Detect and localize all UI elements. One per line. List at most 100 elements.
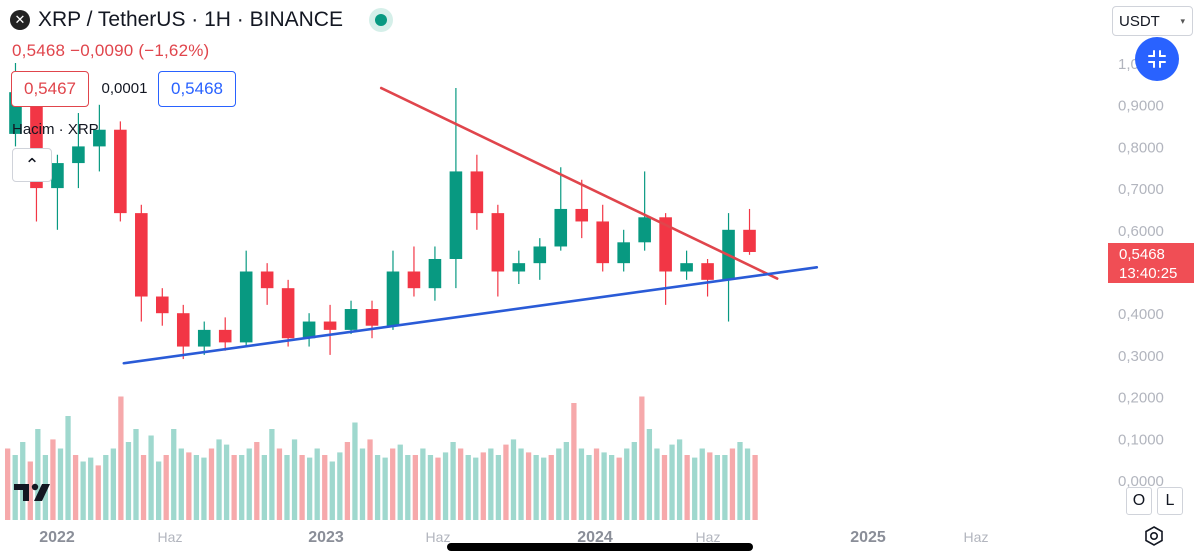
volume-bar bbox=[669, 444, 675, 520]
volume-bar bbox=[639, 396, 645, 520]
volume-bar bbox=[586, 455, 592, 520]
volume-bar bbox=[125, 442, 132, 520]
volume-bar bbox=[450, 442, 456, 520]
volume-bar bbox=[367, 439, 373, 520]
volume-bar bbox=[208, 448, 215, 520]
volume-bar bbox=[269, 429, 275, 520]
price-tick-label: 0,1000 bbox=[1118, 431, 1164, 448]
exit-fullscreen-button[interactable] bbox=[1135, 37, 1179, 81]
tradingview-logo-icon bbox=[14, 483, 50, 501]
candle-body bbox=[302, 321, 316, 339]
volume-bar bbox=[541, 457, 547, 520]
volume-bar bbox=[163, 455, 169, 520]
volume-bar bbox=[322, 455, 328, 520]
volume-bar bbox=[533, 455, 539, 520]
volume-bar bbox=[654, 448, 660, 520]
volume-bar bbox=[510, 439, 517, 520]
volume-bar bbox=[427, 455, 434, 520]
volume-bar bbox=[503, 444, 509, 520]
buy-price-button[interactable]: 0,5468 bbox=[158, 71, 236, 107]
spread-value: 0,0001 bbox=[97, 71, 152, 105]
volume-bar bbox=[465, 455, 471, 520]
volume-legend: Hacim · XRP bbox=[12, 121, 99, 138]
volume-bar bbox=[480, 452, 486, 520]
volume-bar bbox=[344, 442, 351, 520]
candles bbox=[9, 63, 756, 360]
volume-bar bbox=[578, 448, 585, 520]
scale-o-button[interactable]: O bbox=[1126, 487, 1152, 515]
currency-select[interactable]: USDT ▾ bbox=[1112, 6, 1193, 36]
volume-bar bbox=[435, 457, 441, 520]
candle-body bbox=[51, 163, 64, 189]
candle-body bbox=[407, 271, 421, 289]
price-tick-label: 0,7000 bbox=[1118, 181, 1164, 198]
volume-bar bbox=[420, 448, 426, 520]
symbol-title[interactable]: XRP / TetherUS · 1H · BINANCE bbox=[38, 8, 343, 31]
volume-bar bbox=[178, 448, 184, 520]
candle-body bbox=[365, 309, 379, 326]
volume-bar bbox=[714, 455, 720, 520]
price-change-readout: 0,5468 −0,0090 (−1,62%) bbox=[12, 41, 210, 60]
scale-l-button[interactable]: L bbox=[1157, 487, 1183, 515]
time-axis[interactable]: 2022 Haz 2023 Haz 2024 Haz 2025 Haz bbox=[39, 529, 988, 546]
candle-body bbox=[93, 129, 106, 147]
volume-bar bbox=[193, 455, 200, 520]
chart-header: ✕ XRP / TetherUS · 1H · BINANCE bbox=[10, 8, 393, 32]
volume-bar bbox=[329, 461, 335, 520]
market-status-icon[interactable] bbox=[368, 8, 393, 32]
candle-body bbox=[617, 242, 630, 264]
candle-body bbox=[596, 221, 609, 264]
volume-bar bbox=[216, 439, 222, 520]
candle-body bbox=[470, 171, 484, 214]
volume-bar bbox=[239, 455, 245, 520]
price-tick-label: 0,8000 bbox=[1118, 139, 1164, 156]
support-trendline[interactable] bbox=[122, 266, 819, 365]
sell-price-button[interactable]: 0,5467 bbox=[11, 71, 89, 107]
xrp-logo-icon: ✕ bbox=[10, 10, 30, 30]
volume-bar bbox=[382, 457, 388, 520]
volume-bar bbox=[684, 455, 690, 520]
volume-bar bbox=[276, 448, 283, 520]
candle-body bbox=[512, 263, 526, 272]
volume-bar bbox=[676, 439, 683, 520]
volume-bar bbox=[737, 442, 743, 520]
candle-body bbox=[281, 288, 295, 339]
time-tick-label: 2022 bbox=[39, 529, 75, 546]
chevron-down-icon: ▾ bbox=[1180, 16, 1185, 26]
volume-bar bbox=[50, 439, 56, 520]
volume-bar bbox=[571, 403, 577, 520]
resistance-trendline[interactable] bbox=[379, 86, 779, 280]
volume-bar bbox=[140, 455, 147, 520]
time-tick-label: 2025 bbox=[850, 529, 886, 546]
currency-label: USDT bbox=[1119, 12, 1160, 30]
volume-bar bbox=[186, 452, 192, 520]
price-tick-label: 0,4000 bbox=[1118, 306, 1164, 323]
settings-gear-icon[interactable] bbox=[1143, 525, 1165, 547]
trendlines[interactable] bbox=[122, 86, 819, 365]
volume-bar bbox=[397, 444, 403, 520]
volume-bar bbox=[692, 457, 698, 520]
volume-bar bbox=[133, 429, 139, 520]
volume-bar bbox=[291, 439, 298, 520]
volume-bar bbox=[525, 452, 532, 520]
candle-body bbox=[449, 171, 463, 259]
candle-body bbox=[135, 213, 148, 297]
candle-body bbox=[260, 271, 274, 289]
volume-bar bbox=[699, 448, 705, 520]
volume-bar bbox=[646, 429, 653, 520]
volume-bar bbox=[171, 429, 177, 520]
volume-bar bbox=[314, 448, 320, 520]
collapse-arrows-icon bbox=[1148, 50, 1166, 68]
volume-bar bbox=[744, 448, 751, 520]
volume-bar bbox=[65, 416, 71, 520]
collapse-legend-button[interactable]: ⌃ bbox=[12, 148, 52, 182]
price-tick-label: 0,9000 bbox=[1118, 98, 1164, 115]
candle-body bbox=[239, 271, 253, 343]
candle-body bbox=[218, 329, 232, 343]
volume-bar bbox=[284, 455, 290, 520]
price-axis[interactable]: 1,00000,90000,80000,70000,60000,50000,40… bbox=[1118, 56, 1164, 490]
candle-body bbox=[701, 263, 714, 280]
volume-bar bbox=[473, 457, 479, 520]
volume-bar bbox=[458, 448, 464, 520]
